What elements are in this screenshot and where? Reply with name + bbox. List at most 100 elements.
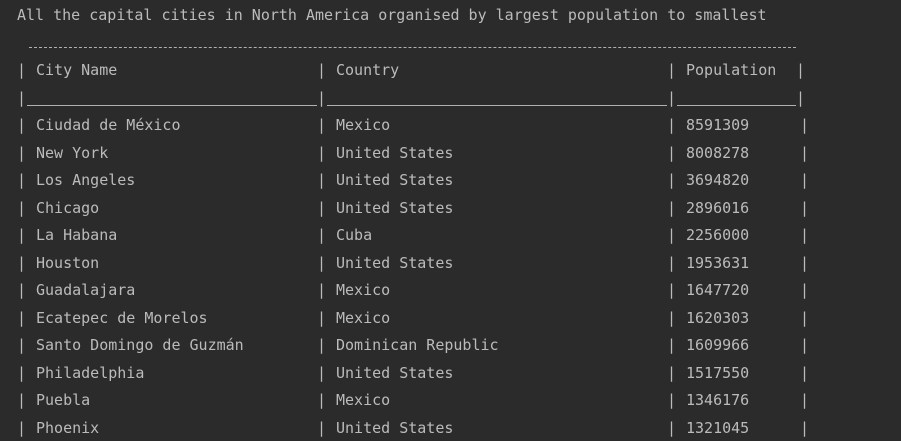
cell-city-name: Phoenix bbox=[36, 418, 100, 437]
table-row: | Santo Domingo de Guzmán | Dominican Repub… bbox=[0, 332, 901, 359]
cell-population: 3694820 bbox=[686, 171, 750, 189]
column-separator: | bbox=[667, 336, 677, 354]
column-separator: | bbox=[667, 391, 677, 409]
cell-country: United States bbox=[336, 198, 454, 217]
header-underline bbox=[27, 105, 317, 106]
cell-city-name: Philadelphia bbox=[36, 363, 145, 382]
column-separator: | bbox=[317, 363, 327, 382]
column-separator: | bbox=[17, 391, 27, 409]
table-row: | Chicago | United States | 2896016 | bbox=[0, 195, 901, 222]
column-separator: | bbox=[317, 336, 327, 354]
cell-country: United States bbox=[336, 171, 454, 189]
cell-population: 1647720 bbox=[686, 281, 750, 299]
cell-country: Mexico bbox=[336, 281, 391, 299]
column-separator: | bbox=[667, 226, 677, 244]
cell-city-name: New York bbox=[36, 143, 109, 162]
header-population: Population bbox=[686, 61, 777, 79]
cell-city-name: Chicago bbox=[36, 198, 100, 217]
cell-population: 1321045 bbox=[686, 418, 750, 437]
cell-country: Dominican Republic bbox=[336, 336, 499, 354]
column-separator: | bbox=[800, 308, 810, 327]
header-city-name: City Name bbox=[36, 61, 118, 79]
cell-city-name: Los Angeles bbox=[36, 171, 136, 189]
column-separator: | bbox=[796, 89, 806, 107]
column-separator: | bbox=[17, 116, 27, 134]
column-separator: | bbox=[317, 226, 327, 244]
column-separator: | bbox=[317, 281, 327, 299]
column-separator: | bbox=[800, 143, 810, 162]
cell-population: 2896016 bbox=[686, 198, 750, 217]
cell-city-name: Houston bbox=[36, 253, 100, 272]
cell-population: 8591309 bbox=[686, 116, 750, 134]
cell-population: 2256000 bbox=[686, 226, 750, 244]
column-separator: | bbox=[17, 171, 27, 189]
column-separator: | bbox=[800, 198, 810, 217]
cell-population: 1517550 bbox=[686, 363, 750, 382]
column-separator: | bbox=[667, 198, 677, 217]
cell-city-name: Guadalajara bbox=[36, 281, 136, 299]
header-underline bbox=[677, 105, 796, 106]
table-row: | La Habana | Cuba | 2256000 | bbox=[0, 222, 901, 249]
column-separator: | bbox=[317, 171, 327, 189]
cell-country: Cuba bbox=[336, 226, 373, 244]
cell-city-name: Ciudad de México bbox=[36, 116, 181, 134]
column-separator: | bbox=[796, 61, 806, 79]
column-separator: | bbox=[317, 391, 327, 409]
column-separator: | bbox=[317, 116, 327, 134]
table-row: | Ciudad de México | Mexico | 8591309 | bbox=[0, 112, 901, 139]
column-separator: | bbox=[17, 198, 27, 217]
column-separator: | bbox=[800, 391, 810, 409]
cell-city-name: Santo Domingo de Guzmán bbox=[36, 336, 244, 354]
column-separator: | bbox=[17, 226, 27, 244]
column-separator: | bbox=[800, 226, 810, 244]
table-row: | Puebla | Mexico | 1346176 | bbox=[0, 387, 901, 414]
table-top-border bbox=[29, 47, 796, 48]
table-row: | Phoenix | United States | 1321045 | bbox=[0, 415, 901, 441]
cell-city-name: Puebla bbox=[36, 391, 91, 409]
column-separator: | bbox=[17, 336, 27, 354]
cell-population: 1346176 bbox=[686, 391, 750, 409]
column-separator: | bbox=[317, 418, 327, 437]
header-underline-row: | | | | bbox=[0, 85, 901, 112]
column-separator: | bbox=[317, 308, 327, 327]
column-separator: | bbox=[17, 308, 27, 327]
column-separator: | bbox=[667, 143, 677, 162]
table-row: | Guadalajara | Mexico | 1647720 | bbox=[0, 277, 901, 304]
table-row: | Los Angeles | United States | 3694820 | bbox=[0, 167, 901, 194]
column-separator: | bbox=[317, 198, 327, 217]
table-row: | Ecatepec de Morelos | Mexico | 1620303 | bbox=[0, 305, 901, 332]
cell-population: 1609966 bbox=[686, 336, 750, 354]
column-separator: | bbox=[17, 89, 27, 107]
column-separator: | bbox=[17, 253, 27, 272]
column-separator: | bbox=[800, 281, 810, 299]
cell-country: Mexico bbox=[336, 308, 391, 327]
header-country: Country bbox=[336, 61, 400, 79]
column-separator: | bbox=[800, 171, 810, 189]
column-separator: | bbox=[17, 363, 27, 382]
cell-country: Mexico bbox=[336, 391, 391, 409]
column-separator: | bbox=[667, 89, 677, 107]
table-row: | Houston | United States | 1953631 | bbox=[0, 250, 901, 277]
column-separator: | bbox=[317, 143, 327, 162]
cell-country: United States bbox=[336, 418, 454, 437]
column-separator: | bbox=[800, 116, 810, 134]
column-separator: | bbox=[800, 336, 810, 354]
cell-country: United States bbox=[336, 363, 454, 382]
cell-country: United States bbox=[336, 143, 454, 162]
column-separator: | bbox=[17, 418, 27, 437]
column-separator: | bbox=[800, 418, 810, 437]
cell-population: 1953631 bbox=[686, 253, 750, 272]
table-header-row: | City Name | Country | Population | bbox=[0, 57, 901, 84]
column-separator: | bbox=[667, 171, 677, 189]
column-separator: | bbox=[667, 253, 677, 272]
column-separator: | bbox=[667, 418, 677, 437]
column-separator: | bbox=[17, 61, 27, 79]
column-separator: | bbox=[800, 363, 810, 382]
column-separator: | bbox=[667, 116, 677, 134]
cell-city-name: La Habana bbox=[36, 226, 118, 244]
column-separator: | bbox=[800, 253, 810, 272]
cell-city-name: Ecatepec de Morelos bbox=[36, 308, 208, 327]
column-separator: | bbox=[667, 281, 677, 299]
table-row: | Philadelphia | United States | 1517550 | bbox=[0, 360, 901, 387]
